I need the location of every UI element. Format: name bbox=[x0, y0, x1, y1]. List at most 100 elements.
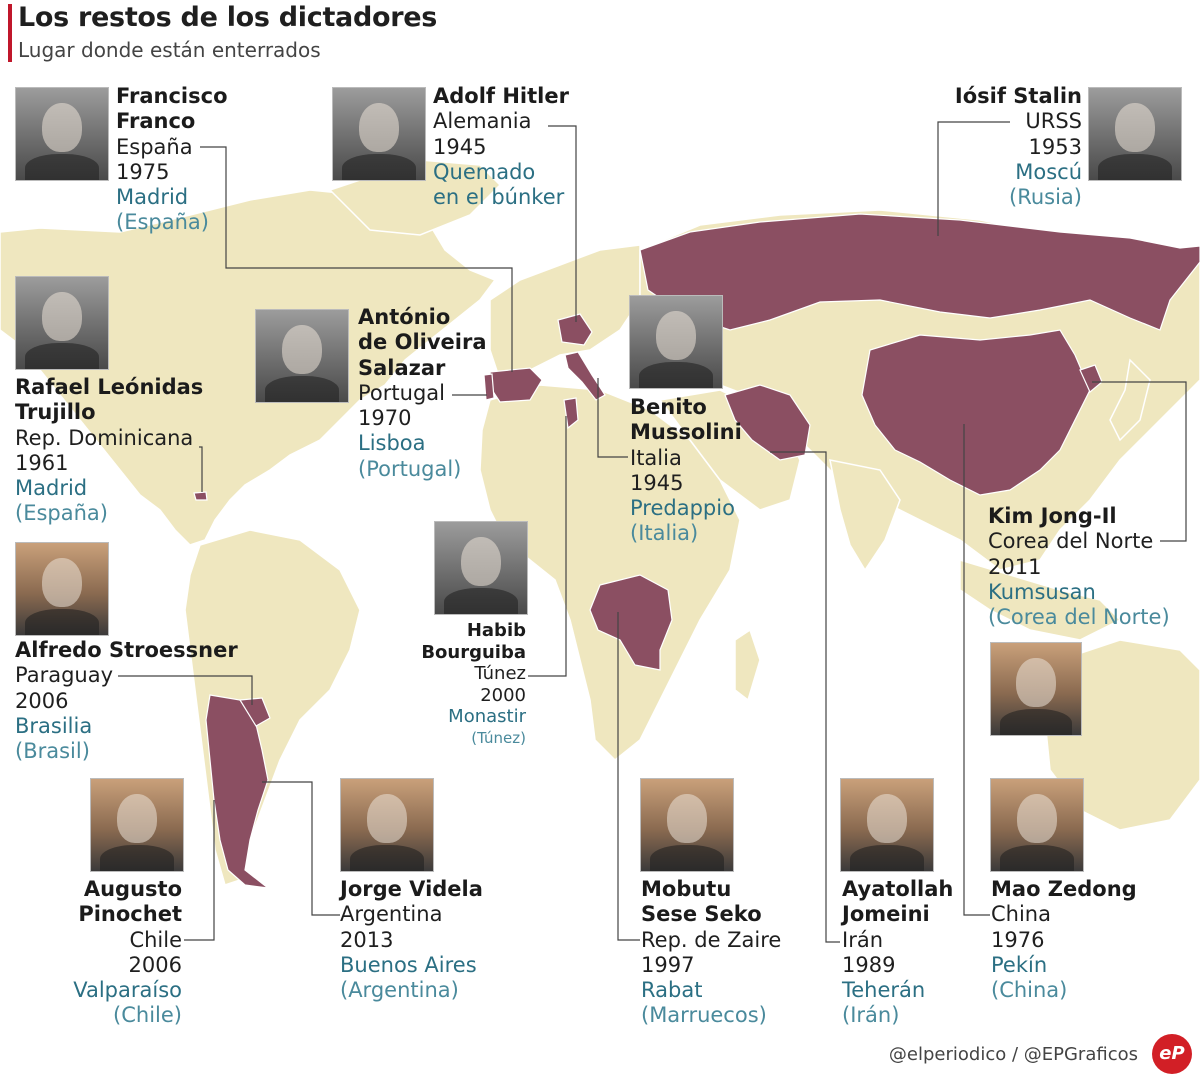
highlighted-countries bbox=[193, 213, 1200, 889]
jomeini-name-line1: Ayatollah bbox=[842, 877, 954, 901]
videla-burial-country: (Argentina) bbox=[340, 978, 459, 1003]
kimjongil-connector bbox=[1092, 381, 1187, 542]
trujillo-name-line2: Trujillo bbox=[15, 400, 96, 425]
pinochet-country: Chile bbox=[129, 927, 182, 952]
china-highlight bbox=[861, 329, 1091, 496]
mussolini-connector bbox=[597, 378, 628, 458]
franco-burial-country: (España) bbox=[116, 210, 209, 235]
bourguiba-burial-country: (Túnez) bbox=[471, 728, 526, 747]
mao-portrait bbox=[990, 778, 1084, 872]
franco-connector bbox=[200, 146, 513, 372]
hitler-year: 1945 bbox=[433, 134, 487, 159]
japan-landmass bbox=[1109, 358, 1151, 442]
jomeini-year: 1989 bbox=[842, 952, 896, 977]
mobutu-card: Mobutu Sese Seko Rep. de Zaire 1997 Raba… bbox=[641, 877, 781, 1029]
salazar-country: Portugal bbox=[358, 380, 445, 405]
mao-connector bbox=[963, 424, 990, 916]
mobutu-portrait bbox=[640, 778, 734, 872]
salazar-name-line3: Salazar bbox=[358, 355, 446, 380]
hitler-burial-place: Quemado bbox=[433, 159, 536, 184]
zaire-highlight bbox=[589, 574, 673, 671]
kimjongil-country: Corea del Norte bbox=[988, 529, 1154, 554]
trujillo-burial-place: Madrid bbox=[15, 476, 88, 501]
kimjongil-burial-country: (Corea del Norte) bbox=[988, 605, 1170, 630]
bourguiba-connector bbox=[528, 416, 567, 677]
videla-country: Argentina bbox=[340, 902, 443, 927]
pinochet-connector bbox=[184, 800, 215, 941]
trujillo-connector bbox=[199, 446, 203, 492]
hitler-portrait bbox=[332, 87, 426, 181]
franco-year: 1975 bbox=[116, 159, 170, 184]
pinochet-burial-place: Valparaíso bbox=[73, 978, 182, 1003]
mussolini-country: Italia bbox=[630, 445, 682, 470]
salazar-burial-country: (Portugal) bbox=[358, 456, 462, 481]
franco-name-line1: Francisco bbox=[116, 84, 228, 108]
franco-portrait bbox=[15, 87, 109, 181]
hitler-card: Adolf Hitler Alemania 1945 Quemado en el… bbox=[433, 84, 569, 210]
kimjongil-portrait bbox=[990, 642, 1082, 736]
bourguiba-name-line2: Bourguiba bbox=[421, 641, 526, 663]
dominican-republic-highlight bbox=[193, 491, 208, 501]
india-landmass bbox=[829, 459, 901, 572]
franco-country: España bbox=[116, 134, 193, 159]
bourguiba-year: 2000 bbox=[480, 684, 526, 706]
stroessner-country: Paraguay bbox=[15, 663, 114, 688]
stroessner-burial-place: Brasilia bbox=[15, 713, 93, 738]
pinochet-card: Augusto Pinochet Chile 2006 Valparaíso (… bbox=[73, 877, 182, 1029]
trujillo-country: Rep. Dominicana bbox=[15, 425, 194, 450]
mobutu-year: 1997 bbox=[641, 952, 695, 977]
stroessner-name: Alfredo Stroessner bbox=[15, 638, 238, 662]
mobutu-burial-country: (Marruecos) bbox=[641, 1003, 767, 1028]
pinochet-name-line2: Pinochet bbox=[78, 902, 182, 927]
italy-highlight bbox=[564, 351, 606, 401]
trujillo-card: Rafael Leónidas Trujillo Rep. Dominicana… bbox=[15, 375, 203, 527]
salazar-name-line2: de Oliveira bbox=[358, 330, 487, 355]
mao-country: China bbox=[991, 902, 1051, 927]
stroessner-burial-country: (Brasil) bbox=[15, 739, 90, 764]
kimjongil-name: Kim Jong-Il bbox=[988, 504, 1117, 528]
trujillo-burial-country: (España) bbox=[15, 501, 108, 526]
stroessner-connector bbox=[118, 675, 253, 705]
jomeini-country: Irán bbox=[842, 927, 884, 952]
mao-year: 1976 bbox=[991, 927, 1045, 952]
videla-name: Jorge Videla bbox=[340, 877, 483, 901]
russia-highlight bbox=[639, 213, 1200, 331]
pinochet-portrait bbox=[90, 778, 184, 872]
salazar-burial-place: Lisboa bbox=[358, 431, 426, 456]
mao-name: Mao Zedong bbox=[991, 877, 1137, 901]
mussolini-burial-place: Predappio bbox=[630, 496, 735, 521]
stroessner-card: Alfredo Stroessner Paraguay 2006 Brasili… bbox=[15, 638, 238, 764]
pinochet-year: 2006 bbox=[128, 952, 182, 977]
trujillo-year: 1961 bbox=[15, 450, 69, 475]
stalin-year: 1953 bbox=[1028, 134, 1082, 159]
mobutu-name-line2: Sese Seko bbox=[641, 902, 762, 927]
mao-card: Mao Zedong China 1976 Pekín (China) bbox=[991, 877, 1137, 1003]
mobutu-burial-place: Rabat bbox=[641, 978, 703, 1003]
jomeini-card: Ayatollah Jomeini Irán 1989 Teherán (Irá… bbox=[842, 877, 953, 1029]
trujillo-name-line1: Rafael Leónidas bbox=[15, 375, 204, 399]
jomeini-connector bbox=[770, 451, 840, 943]
argentina-chile-highlight bbox=[205, 694, 271, 889]
pinochet-burial-country: (Chile) bbox=[113, 1003, 182, 1028]
kimjongil-card: Kim Jong-Il Corea del Norte 2011 Kumsusa… bbox=[988, 504, 1170, 630]
franco-burial-place: Madrid bbox=[116, 185, 189, 210]
mussolini-year: 1945 bbox=[630, 470, 684, 495]
hitler-burial-detail: en el búnker bbox=[433, 185, 565, 210]
bourguiba-name-line1: Habib bbox=[466, 620, 526, 641]
bourguiba-burial-place: Monastir bbox=[448, 706, 526, 727]
mussolini-card: Benito Mussolini Italia 1945 Predappio (… bbox=[630, 395, 742, 547]
title-accent-bar bbox=[8, 4, 12, 62]
mobutu-connector bbox=[617, 612, 640, 941]
stalin-burial-place: Moscú bbox=[1015, 159, 1082, 184]
hitler-country: Alemania bbox=[433, 109, 532, 134]
page-title: Los restos de los dictadores bbox=[18, 2, 438, 33]
stalin-card: Iósif Stalin URSS 1953 Moscú (Rusia) bbox=[955, 84, 1082, 210]
source-credit: @elperiodico / @EPGraficos bbox=[888, 1044, 1138, 1065]
kimjongil-year: 2011 bbox=[988, 554, 1042, 579]
videla-burial-place: Buenos Aires bbox=[340, 952, 477, 977]
pinochet-name-line1: Augusto bbox=[83, 877, 182, 901]
iran-highlight bbox=[724, 384, 811, 461]
hitler-name: Adolf Hitler bbox=[433, 84, 569, 108]
mobutu-country: Rep. de Zaire bbox=[641, 927, 782, 952]
